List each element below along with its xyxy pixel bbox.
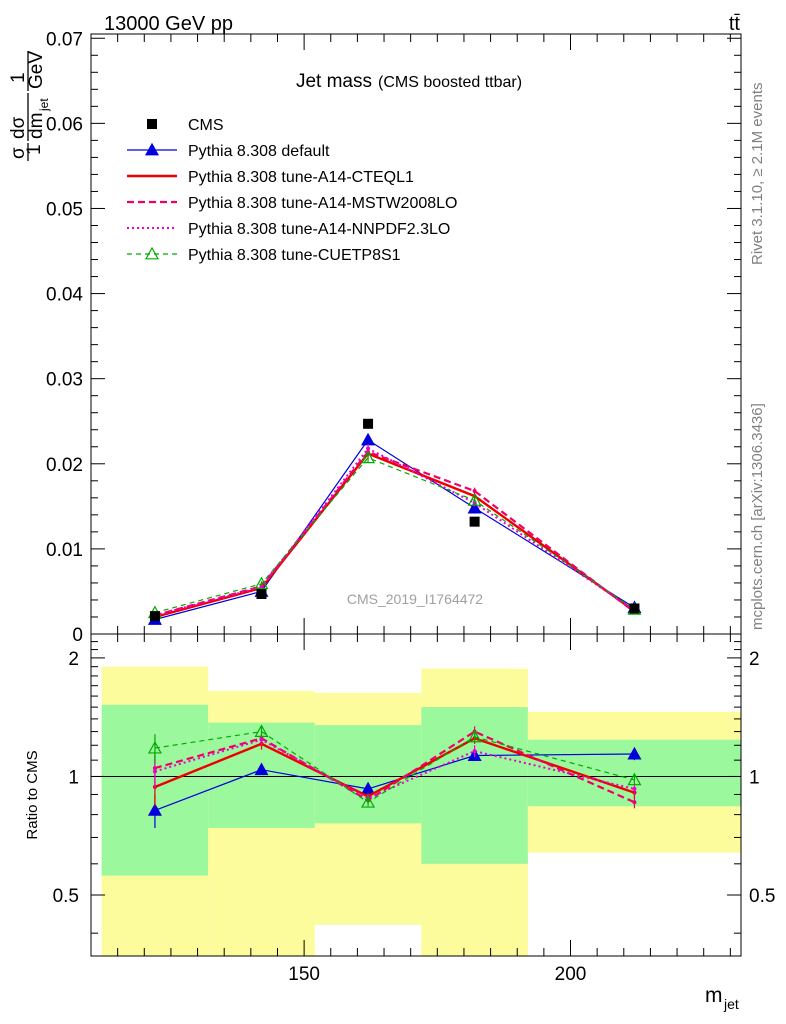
main-y-tick-label: 0.03 <box>46 370 83 391</box>
main-y-tick-label: 0.01 <box>46 540 83 561</box>
svg-text:dσ: dσ <box>8 116 29 139</box>
ratio-y-tick-label: 0.5 <box>53 886 79 907</box>
main-series-point <box>467 500 482 514</box>
rivet-version-label: Rivet 3.1.10, ≥ 2.1M events <box>749 83 766 266</box>
legend-label: Pythia 8.308 default <box>188 143 330 160</box>
ratio-series-point <box>152 769 157 774</box>
svg-text:m: m <box>705 984 723 1007</box>
ratio-series-point <box>361 795 376 808</box>
legend-marker <box>144 246 160 260</box>
ratio-series-point <box>147 803 162 816</box>
ratio-panel-series <box>147 724 642 828</box>
svg-text:GeV: GeV <box>26 51 47 89</box>
ratio-frame <box>90 633 742 957</box>
legend: CMS Pythia 8.308 default Pythia 8.308 tune… <box>127 117 457 264</box>
svg-text:jet: jet <box>37 98 51 112</box>
svg-text:1: 1 <box>8 72 29 83</box>
main-series-point <box>366 446 371 451</box>
beam-label: 13000 GeV pp <box>104 13 233 35</box>
main-y-tick-label: 0.07 <box>46 29 83 50</box>
ratio-series-point <box>147 740 162 754</box>
cms-data-point <box>363 418 374 429</box>
main-series-point <box>361 432 376 446</box>
main-y-tick-label: 0 <box>72 625 83 646</box>
x-axis-label: m jet <box>705 984 739 1012</box>
ratio-series-point <box>259 737 264 742</box>
main-series-point <box>467 493 482 506</box>
main-series-point <box>254 576 269 590</box>
band-inner-2 <box>314 725 422 824</box>
svg-text:jet: jet <box>723 996 739 1012</box>
main-y-tick-label: 0.04 <box>46 285 83 306</box>
ratio-series-point <box>627 772 642 786</box>
legend-marker <box>147 119 157 129</box>
ratio-y-axis-label: Ratio to CMS <box>24 750 41 839</box>
ratio-series-point <box>472 749 477 754</box>
x-tick-label: 150 <box>288 964 320 985</box>
ratio-y-tick-label-right: 0.5 <box>749 886 775 907</box>
ratio-y-tick-label: 2 <box>68 649 79 670</box>
cms-data-point <box>256 589 267 599</box>
ratio-uncertainty-bands <box>101 666 741 956</box>
chart-subtitle: (CMS boosted ttbar) <box>378 74 522 91</box>
legend-label: CMS <box>188 117 224 134</box>
process-label: tt̄ <box>729 13 741 35</box>
cms-data-point <box>469 516 480 527</box>
cms-data-point <box>149 611 160 622</box>
legend-label: Pythia 8.308 tune-CUETP8S1 <box>188 247 401 264</box>
cms-data-point <box>629 603 640 614</box>
legend-label: Pythia 8.308 tune-A14-CTEQL1 <box>188 169 414 186</box>
ratio-y-tick-label-right: 1 <box>749 767 760 788</box>
legend-label: Pythia 8.308 tune-A14-NNPDF2.3LO <box>188 221 450 238</box>
ratio-series-point <box>254 762 269 776</box>
chart-title: Jet mass <box>296 71 372 92</box>
analysis-tag: CMS_2019_I1764472 <box>347 591 483 607</box>
legend-marker <box>144 142 160 156</box>
main-series-point <box>361 450 376 464</box>
ratio-y-tick-label: 1 <box>68 767 79 788</box>
x-tick-label: 200 <box>555 964 587 985</box>
svg-text:1: 1 <box>24 144 45 155</box>
main-y-tick-label: 0.02 <box>46 455 83 476</box>
main-series-point <box>472 489 477 494</box>
ratio-series-point <box>627 746 642 760</box>
ratio-series-point <box>632 786 637 791</box>
mcplots-label: mcplots.cern.ch [arXiv:1306.3436] <box>749 403 766 630</box>
svg-text:σ: σ <box>8 147 29 159</box>
main-y-axis-label: 1 σ dσ dm jet 1 GeV <box>8 51 51 161</box>
ratio-series-point <box>632 800 637 805</box>
main-y-tick-label: 0.05 <box>46 199 83 220</box>
ratio-y-tick-label-right: 2 <box>749 649 760 670</box>
ratio-series-point <box>467 729 482 743</box>
ratio-series-point <box>254 724 269 737</box>
legend-label: Pythia 8.308 tune-A14-MSTW2008LO <box>188 195 457 212</box>
main-y-tick-label: 0.06 <box>46 114 83 135</box>
svg-text:dm: dm <box>26 113 47 139</box>
main-panel-axes: 0 0.01 0.02 0.03 0.04 0.05 0.06 0.07 <box>46 29 742 646</box>
main-series-line-4 <box>154 457 635 614</box>
main-panel-series <box>147 418 642 625</box>
